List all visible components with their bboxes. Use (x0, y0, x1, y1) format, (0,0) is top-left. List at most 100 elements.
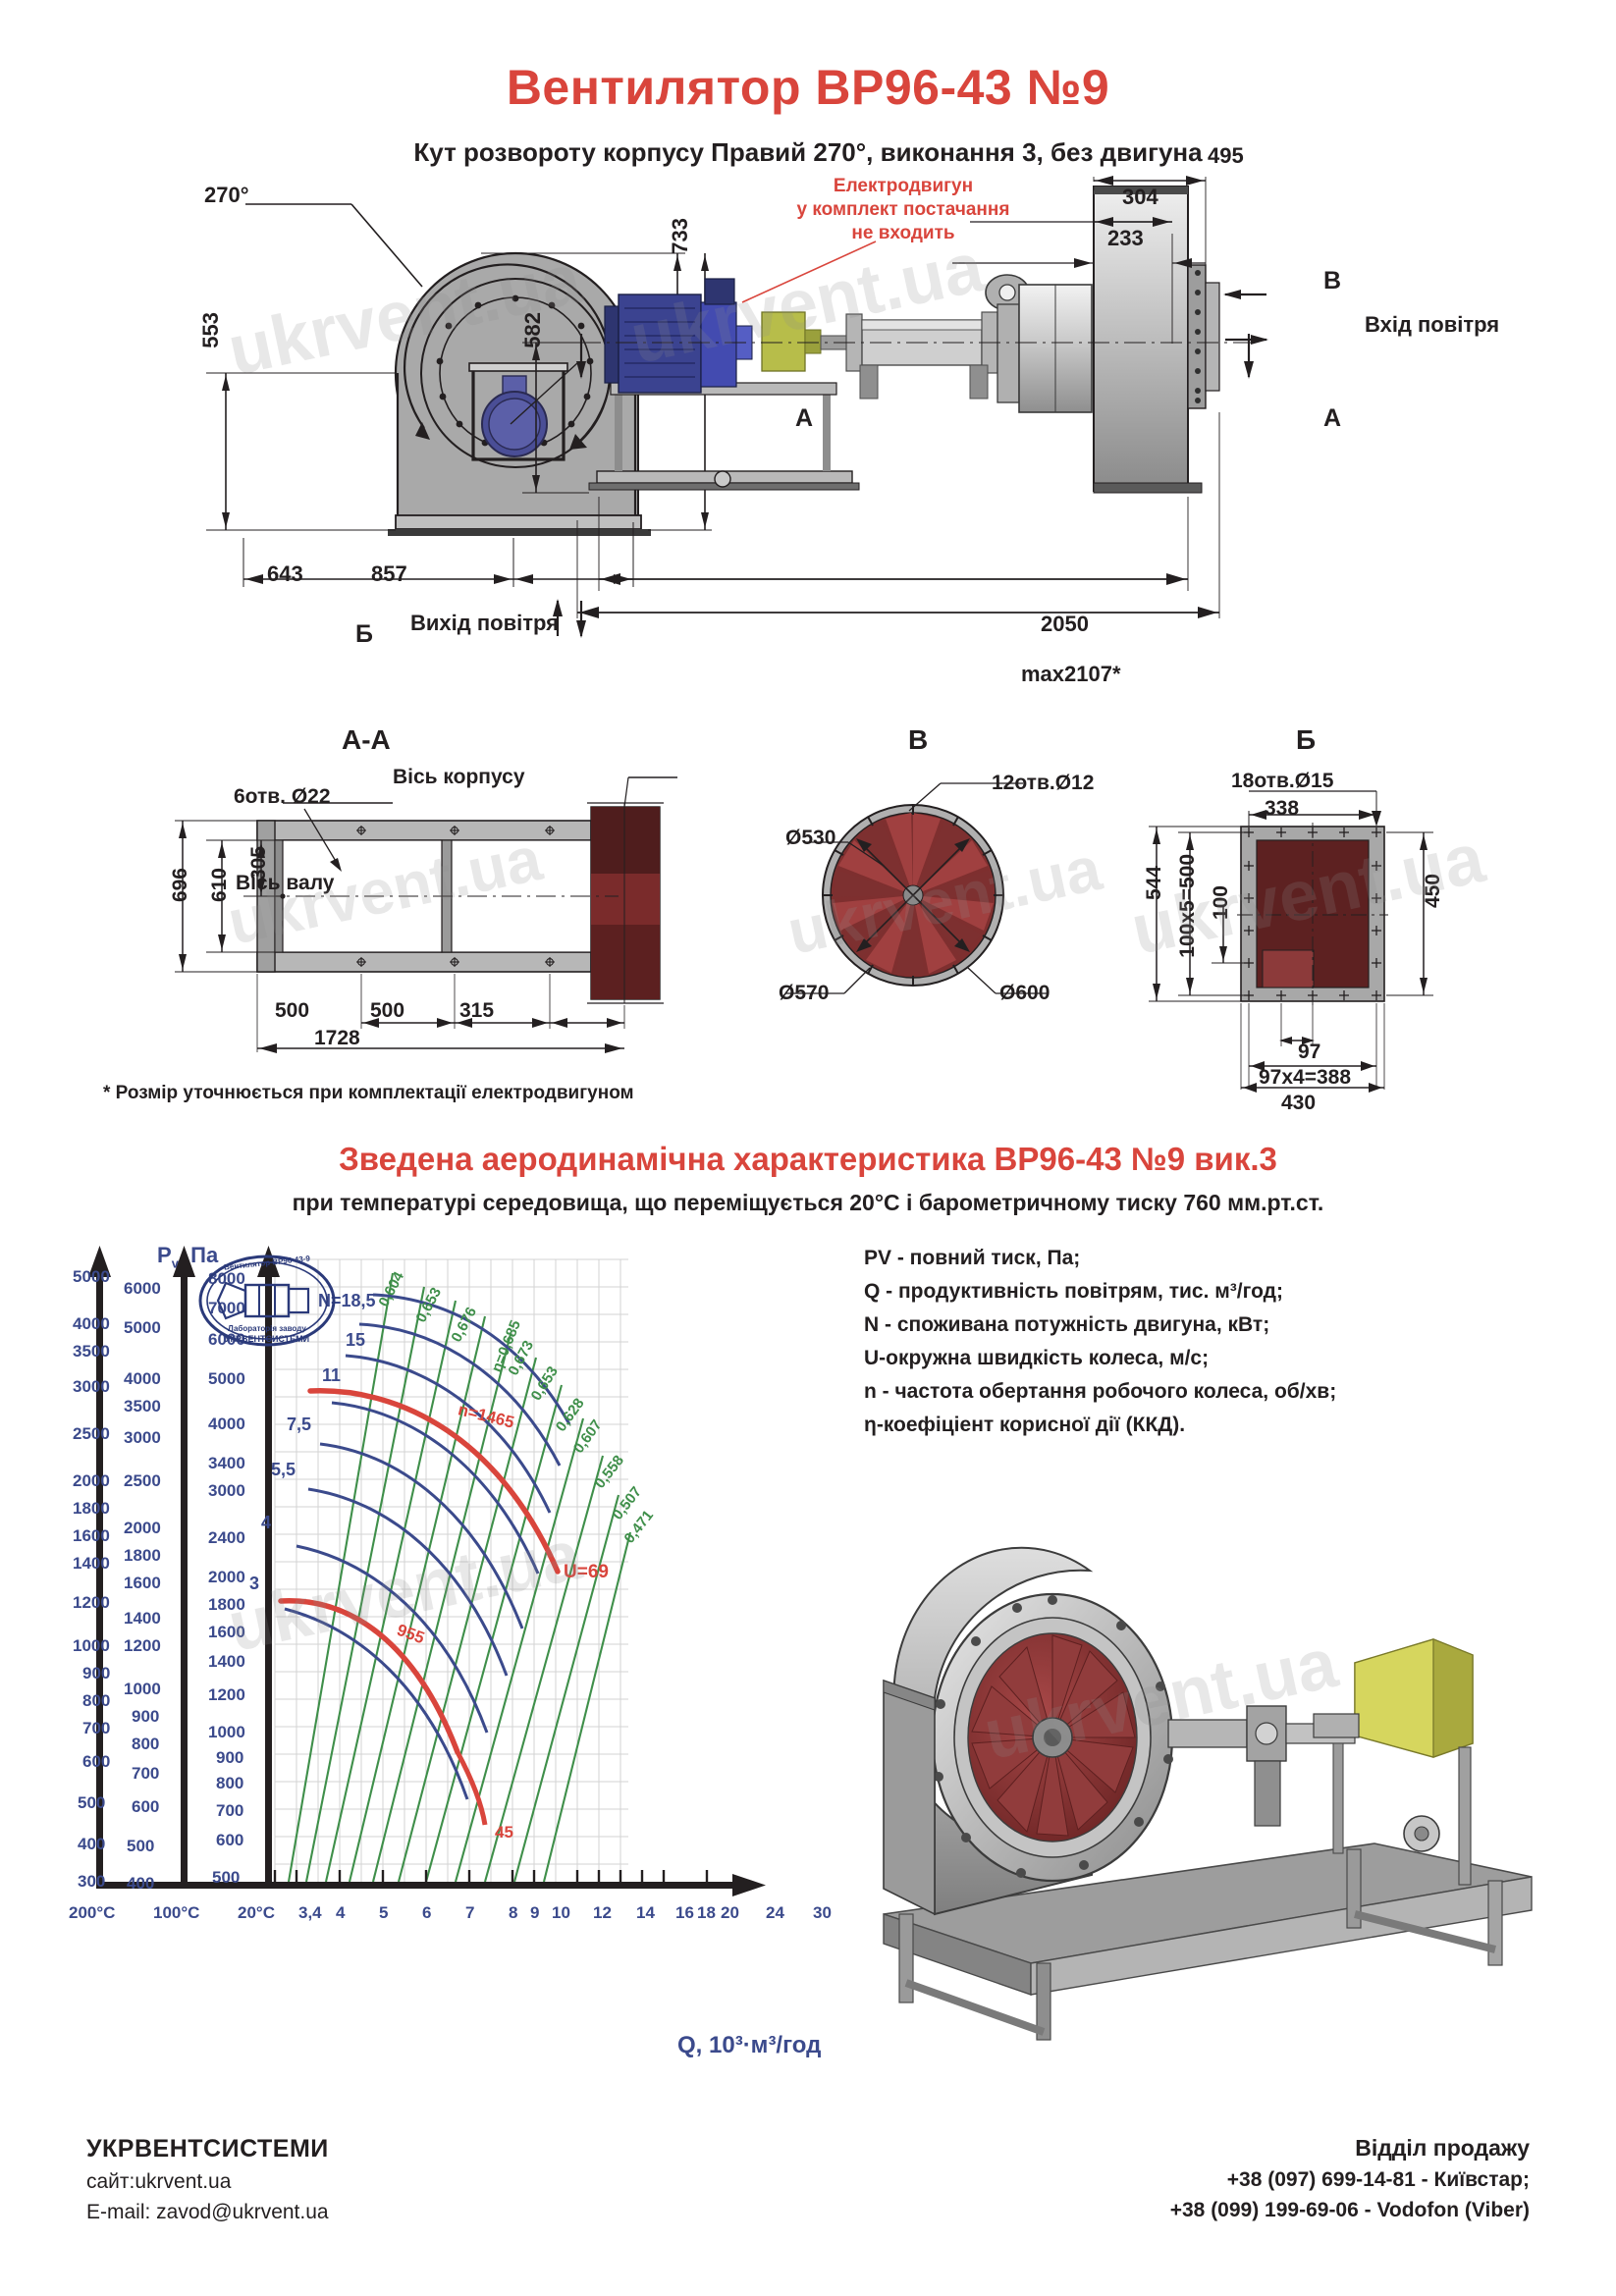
tick-20c-3: 5000 (208, 1369, 245, 1388)
dim-305: 305 (247, 846, 270, 881)
dim-430: 430 (1281, 1092, 1317, 1114)
footer-phone-2[interactable]: +38 (099) 199-69-06 - Vodofon (Viber) (1169, 2199, 1530, 2221)
xtick-6: 9 (530, 1903, 540, 1922)
xtick-1: 4 (336, 1903, 346, 1922)
xaxis-name-20c: 20°C (238, 1903, 275, 1922)
xaxis-name-200c: 200°C (69, 1903, 116, 1922)
dim-d600: Ø600 (999, 982, 1050, 1004)
tick-20c-9: 1800 (208, 1595, 245, 1614)
tick-200c-16: 400 (78, 1835, 106, 1853)
power-label-18-5: N=18,5 (318, 1291, 376, 1310)
front-view-drawing (206, 203, 712, 638)
dim-857: 857 (371, 561, 407, 586)
tick-20c-10: 1600 (208, 1623, 245, 1641)
tick-100c-14: 700 (132, 1764, 160, 1783)
tick-100c-15: 600 (132, 1797, 160, 1816)
section-aa-drawing (175, 776, 677, 1053)
dim-d570: Ø570 (779, 982, 830, 1004)
tick-20c-0: 8000 (208, 1269, 245, 1288)
dim-angle-270: 270° (204, 183, 249, 207)
chart-subtitle: при температурі середовища, що переміщує… (292, 1190, 1324, 1215)
speed-label-45: 45 (495, 1823, 513, 1842)
label-outlet-air: Вихід повітря (410, 611, 559, 635)
tick-200c-1: 4000 (73, 1314, 110, 1333)
dim-500-a: 500 (275, 999, 310, 1022)
view-v-drawing (785, 782, 1047, 994)
footer-site[interactable]: сайт:ukrvent.ua (86, 2170, 232, 2193)
tick-100c-17: 400 (127, 1874, 155, 1893)
dim-100x5: 100х5=500 (1176, 854, 1199, 958)
label-axis-shaft: Вісь валу (236, 872, 335, 894)
dim-max2107: max2107* (1021, 662, 1121, 686)
tick-20c-12: 1200 (208, 1685, 245, 1704)
tick-200c-14: 600 (82, 1752, 111, 1771)
tick-100c-12: 900 (132, 1707, 160, 1726)
xtick-0: 3,4 (298, 1903, 322, 1922)
section-mark-a-left: A (795, 404, 814, 432)
chart-plot (88, 1246, 766, 1896)
tick-100c-8: 1600 (124, 1574, 161, 1592)
power-label-4: 4 (261, 1513, 272, 1532)
dim-500-b: 500 (370, 999, 405, 1022)
tick-100c-16: 500 (127, 1837, 155, 1855)
label-18-holes-d15: 18отв.Ø15 (1231, 770, 1334, 792)
section-title-aa: A-A (342, 724, 391, 755)
tick-100c-0: 6000 (124, 1279, 161, 1298)
tick-100c-2: 4000 (124, 1369, 161, 1388)
tick-20c-15: 800 (216, 1774, 244, 1792)
tick-200c-12: 800 (82, 1691, 111, 1710)
power-label-3: 3 (249, 1574, 260, 1593)
aerodynamic-chart: 5000 4000 3500 3000 2500 2000 1800 1600 … (69, 1232, 832, 2007)
tick-100c-9: 1400 (124, 1609, 161, 1628)
view-title-v: В (908, 724, 929, 755)
tick-200c-3: 3000 (73, 1377, 110, 1396)
dim-233: 233 (1107, 226, 1144, 250)
power-label-15: 15 (346, 1330, 366, 1350)
tick-100c-10: 1200 (124, 1636, 161, 1655)
dim-495: 495 (1208, 143, 1244, 168)
dim-338: 338 (1265, 797, 1300, 820)
xtick-14: 30 (813, 1903, 832, 1922)
tick-200c-7: 1600 (73, 1526, 110, 1545)
dim-553: 553 (198, 312, 223, 348)
tick-200c-4: 2500 (73, 1424, 110, 1443)
tick-200c-9: 1200 (73, 1593, 110, 1612)
dim-d530: Ø530 (785, 827, 836, 849)
axis-title-q: Q, 10³·м³/год (677, 2032, 822, 2058)
legend-item-eta: η-коефіціент корисної дії (ККД). (864, 1414, 1186, 1437)
footer-company: УКРВЕНТСИСТЕМИ (86, 2135, 329, 2163)
xtick-5: 8 (509, 1903, 518, 1922)
xtick-9: 14 (636, 1903, 655, 1922)
tick-100c-4: 3000 (124, 1428, 161, 1447)
tick-100c-11: 1000 (124, 1680, 161, 1698)
footer-right: Відділ продажу +38 (097) 699-14-81 - Киї… (1170, 2135, 1530, 2222)
dim-582-side: 582 (520, 312, 545, 348)
footer-left: УКРВЕНТСИСТЕМИ сайт:ukrvent.ua E-mail: z… (86, 2135, 329, 2224)
view-title-b: Б (1296, 724, 1317, 755)
page-subtitle: Кут розвороту корпусу Правий 270°, викон… (413, 137, 1203, 167)
tick-20c-11: 1400 (208, 1652, 245, 1671)
tick-20c-2: 6000 (208, 1330, 245, 1349)
xtick-8: 12 (593, 1903, 612, 1922)
footer-email[interactable]: E-mail: zavod@ukrvent.ua (86, 2201, 329, 2223)
label-inlet-air: Вхід повітря (1365, 312, 1500, 337)
dim-97x4: 97х4=388 (1259, 1066, 1352, 1089)
stamp-bottom-text-1: Лабораторія заводу (228, 1324, 306, 1333)
tick-200c-6: 1800 (73, 1499, 110, 1518)
chart-legend: PV - повний тиск, Па; Q - продуктивність… (864, 1242, 1336, 1442)
xaxis-name-100c: 100°C (153, 1903, 200, 1922)
dim-2050: 2050 (1041, 612, 1089, 636)
page-title: Вентилятор ВР96-43 №9 (506, 60, 1110, 115)
tick-20c-17: 600 (216, 1831, 244, 1849)
tick-20c-4: 4000 (208, 1415, 245, 1433)
chart-title: Зведена аеродинамічна характеристика ВР9… (339, 1141, 1277, 1177)
label-axis-housing: Вісь корпусу (393, 766, 525, 788)
tick-20c-16: 700 (216, 1801, 244, 1820)
legend-item-n: N - споживана потужність двигуна, кВт; (864, 1313, 1270, 1337)
tick-100c-6: 2000 (124, 1519, 161, 1537)
xtick-13: 24 (766, 1903, 784, 1922)
tick-200c-13: 700 (82, 1719, 111, 1737)
xtick-2: 5 (379, 1903, 389, 1922)
tick-100c-7: 1800 (124, 1546, 161, 1565)
footer-phone-1[interactable]: +38 (097) 699-14-81 - Київстар; (1226, 2168, 1530, 2191)
